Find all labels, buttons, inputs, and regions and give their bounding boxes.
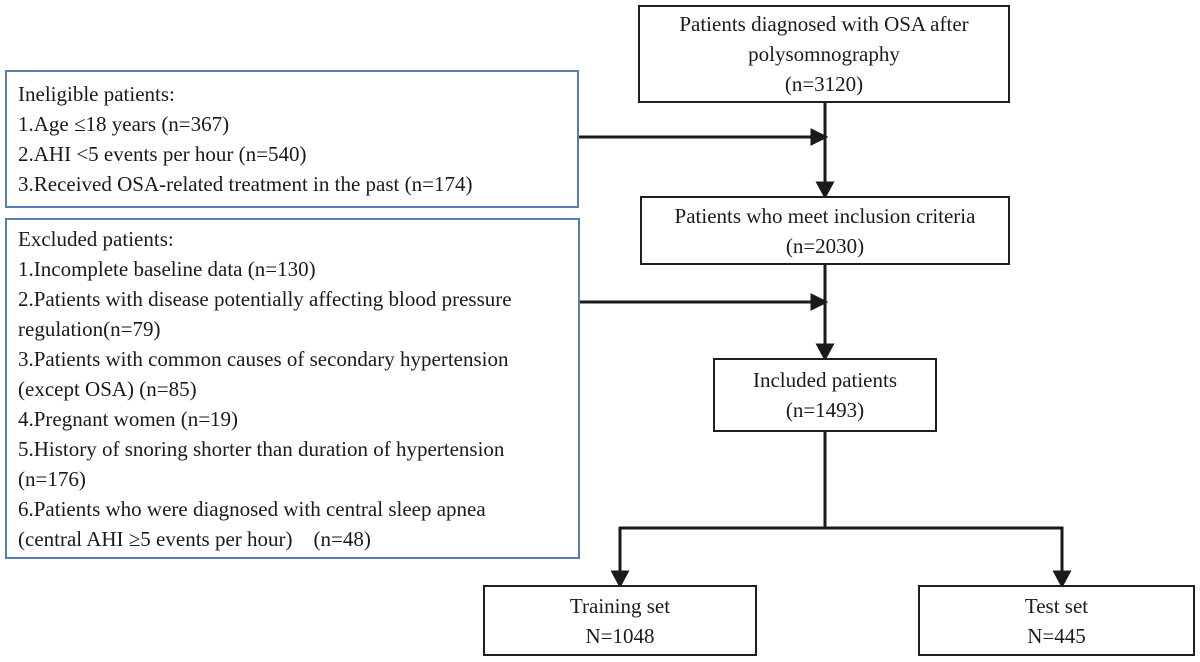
arrowhead-included	[815, 343, 835, 362]
box-line: Patients diagnosed with OSA after	[679, 12, 969, 36]
arrowhead-test	[1052, 570, 1072, 589]
box-line: (n=2030)	[785, 233, 865, 258]
box-line: 5.History of snoring shorter than durati…	[18, 436, 505, 461]
box-line: Excluded patients:	[18, 226, 174, 251]
box-line: 1.Age ≤18 years (n=367)	[18, 112, 230, 136]
box-line: Training set	[569, 593, 671, 618]
box-line: 2.AHI <5 events per hour (n=540)	[18, 142, 307, 166]
box-line: regulation(n=79)	[18, 316, 161, 341]
box-line: (central AHI ≥5 events per hour) (n=48)	[18, 526, 371, 551]
box-inclusion-criteria: Patients who meet inclusion criteria (n=…	[640, 196, 1010, 265]
box-line: Test set	[1024, 593, 1089, 618]
box-line: (n=176)	[18, 466, 86, 491]
box-line: (n=3120)	[784, 72, 864, 96]
box-ineligible-patients: Ineligible patients: 1.Age ≤18 years (n=…	[5, 70, 579, 208]
arrowhead-training	[610, 570, 630, 589]
box-line: 4.Pregnant women (n=19)	[18, 406, 239, 431]
box-line: (except OSA) (n=85)	[18, 376, 197, 401]
arrowhead-excluded	[810, 293, 829, 311]
box-line: N=1048	[585, 623, 655, 648]
box-line: Ineligible patients:	[18, 82, 175, 106]
arrowhead-inclusion	[815, 181, 835, 200]
box-line: (n=1493)	[785, 398, 865, 422]
box-diagnosed-osa: Patients diagnosed with OSA after polyso…	[638, 5, 1010, 103]
box-line: 6.Patients who were diagnosed with centr…	[18, 496, 486, 521]
box-test-set: Test set N=445	[918, 585, 1195, 656]
box-training-set: Training set N=1048	[483, 585, 757, 656]
box-line: polysomnography	[748, 42, 900, 66]
arrowhead-ineligible	[810, 128, 829, 146]
box-line: Patients who meet inclusion criteria	[674, 203, 976, 228]
box-line: 2.Patients with disease potentially affe…	[18, 286, 512, 311]
box-line: 3.Patients with common causes of seconda…	[18, 346, 509, 371]
box-line: 1.Incomplete baseline data (n=130)	[18, 256, 316, 281]
box-excluded-patients: Excluded patients: 1.Incomplete baseline…	[5, 218, 580, 559]
box-line: N=445	[1027, 623, 1086, 648]
box-included-patients: Included patients (n=1493)	[713, 358, 937, 432]
box-line: Included patients	[752, 368, 898, 392]
box-line: 3.Received OSA-related treatment in the …	[18, 172, 473, 196]
